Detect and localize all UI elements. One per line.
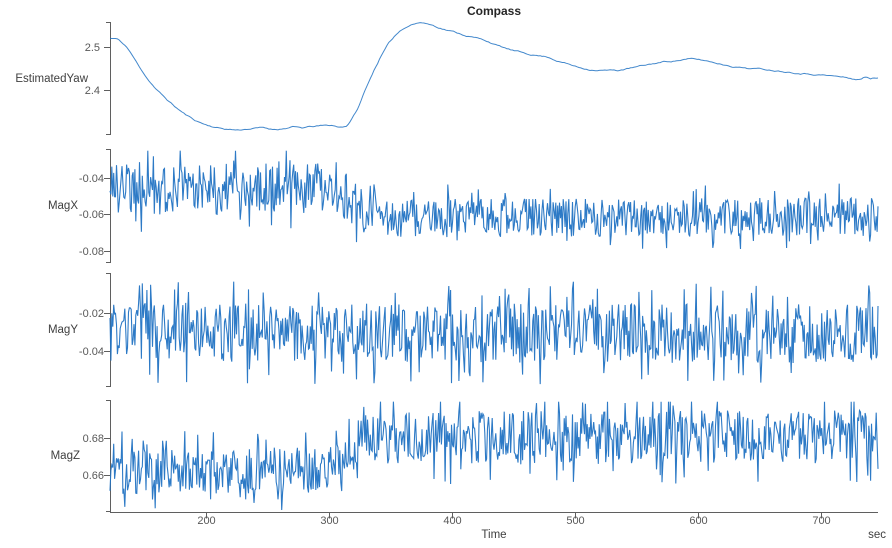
y-tick-label-magz-0.66: 0.66 xyxy=(82,469,104,482)
y-tick-label-magx--0.08: -0.08 xyxy=(78,245,104,258)
chart-title: Compass xyxy=(466,4,522,18)
x-tick-label-500: 500 xyxy=(566,515,585,527)
subplot-ylabel-magy: MagY xyxy=(47,324,78,336)
x-tick-label-200: 200 xyxy=(197,515,216,527)
series-line-estimatedyaw xyxy=(109,22,879,131)
subplot-ylabel-estimatedyaw: EstimatedYaw xyxy=(15,72,88,85)
x-tick-label-400: 400 xyxy=(443,515,462,527)
x-axis-unit: sec xyxy=(868,529,886,541)
x-tick-label-700: 700 xyxy=(812,515,831,527)
y-tick-label-magx--0.04: -0.04 xyxy=(78,172,104,185)
series-line-magy xyxy=(109,281,879,385)
y-tick-label-magy--0.04: -0.04 xyxy=(78,345,104,358)
x-tick-label-600: 600 xyxy=(689,515,708,527)
y-tick-label-estimatedyaw-2.5: 2.5 xyxy=(84,41,100,54)
y-tick-label-magz-0.68: 0.68 xyxy=(82,432,104,445)
series-line-magx xyxy=(109,150,879,250)
subplot-ylabel-magx: MagX xyxy=(47,200,78,212)
subplot-ylabel-magz: MagZ xyxy=(50,450,80,462)
y-tick-label-magx--0.06: -0.06 xyxy=(78,208,104,221)
y-tick-label-magy--0.02: -0.02 xyxy=(78,307,104,320)
x-tick-label-300: 300 xyxy=(320,515,339,527)
x-axis-label: Time xyxy=(481,529,507,541)
y-tick-label-estimatedyaw-2.4: 2.4 xyxy=(84,84,100,97)
series-line-magz xyxy=(109,401,879,511)
